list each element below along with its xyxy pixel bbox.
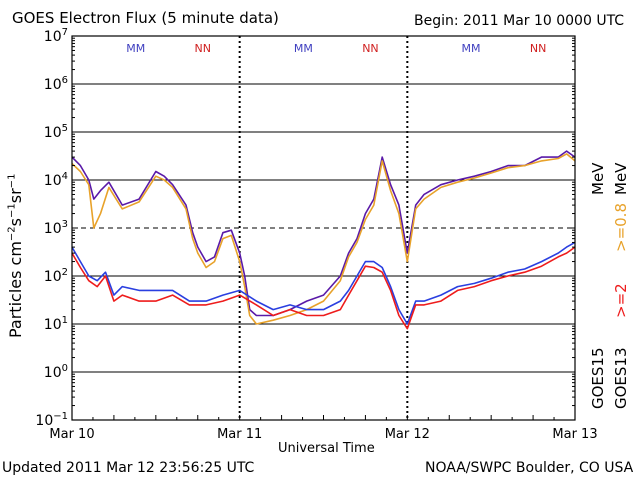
y-tick-label: 102	[44, 267, 68, 285]
x-tick-label: Mar 10	[49, 427, 94, 442]
x-axis-label: Universal Time	[278, 441, 375, 456]
y-tick-label: 100	[44, 363, 68, 381]
local-time-marker: MM	[462, 42, 481, 55]
local-time-marker: MM	[294, 42, 313, 55]
y-tick-label: 101	[44, 315, 68, 333]
local-time-marker: NN	[530, 42, 546, 55]
legend-goes13: GOES13	[612, 347, 630, 409]
begin-date: Begin: 2011 Mar 10 0000 UTC	[414, 13, 625, 29]
legend-ge08: >=0.8	[612, 203, 630, 252]
y-tick-label: 107	[44, 27, 68, 45]
legend-goes15: GOES15	[589, 347, 607, 409]
y-tick-label: 103	[44, 219, 68, 237]
local-time-marker: NN	[362, 42, 378, 55]
y-tick-label: 106	[44, 75, 68, 93]
y-tick-label: 105	[44, 123, 68, 141]
legend-ge2: >=2	[612, 283, 630, 318]
x-tick-label: Mar 11	[217, 427, 262, 442]
local-time-marker: MM	[126, 42, 145, 55]
local-time-marker: NN	[195, 42, 211, 55]
series-line-3	[71, 246, 576, 330]
energy-unit-label-1: MeV	[589, 162, 607, 195]
y-tick-label: 104	[44, 171, 68, 189]
credit-line: NOAA/SWPC Boulder, CO USA	[425, 460, 634, 476]
energy-unit-label-2: MeV	[612, 162, 630, 195]
x-tick-label: Mar 13	[552, 427, 597, 442]
series-line-2	[71, 241, 576, 325]
chart-title: GOES Electron Flux (5 minute data)	[12, 9, 279, 27]
series-line-1	[71, 153, 576, 325]
x-tick-label: Mar 12	[385, 427, 430, 442]
y-axis-label: Particles cm−2s−1sr−1	[6, 173, 25, 338]
updated-timestamp: Updated 2011 Mar 12 23:56:25 UTC	[2, 460, 255, 476]
